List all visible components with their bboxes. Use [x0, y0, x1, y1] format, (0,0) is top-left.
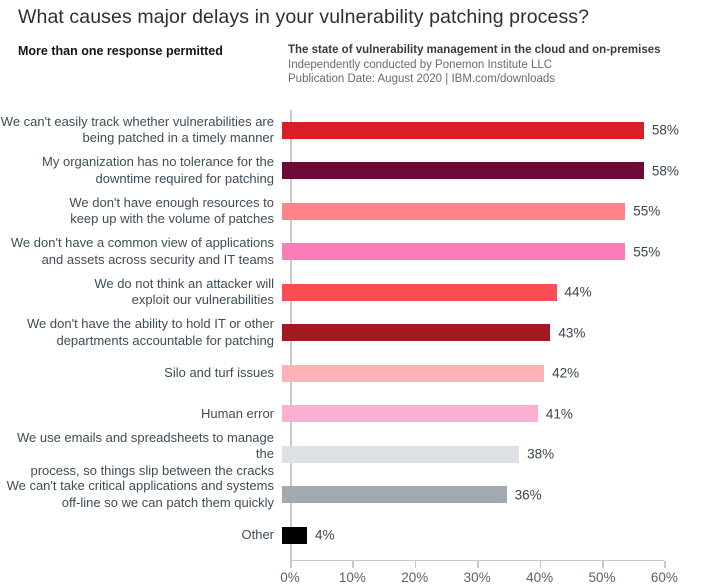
bar-track: 58%	[282, 162, 724, 180]
bar	[282, 486, 507, 504]
category-label: We can't easily track whether vulnerabil…	[0, 113, 274, 146]
bar-row: Silo and turf issues 42%	[0, 353, 724, 394]
bar-row: We don't have a common view of applicati…	[0, 232, 724, 273]
page-title: What causes major delays in your vulnera…	[18, 6, 590, 28]
bar	[282, 202, 626, 220]
bar-row: My organization has no tolerance for the…	[0, 151, 724, 192]
bar-track: 42%	[282, 364, 724, 382]
axis-tick	[602, 560, 604, 568]
category-label: Human error	[201, 405, 274, 421]
tick-label: 50%	[588, 569, 616, 585]
bar-track: 38%	[282, 445, 724, 463]
axis-tick	[664, 560, 666, 568]
tick-label: 30%	[463, 569, 491, 585]
category-label: We don't have the ability to hold IT or …	[27, 316, 274, 348]
attribution-title: The state of vulnerability management in…	[288, 44, 661, 56]
axis-tick	[477, 560, 479, 568]
source-attribution: The state of vulnerability management in…	[288, 43, 718, 87]
axis-line	[290, 559, 665, 561]
bar-track: 4%	[282, 526, 724, 544]
attribution-date: Publication Date: August 2020 | IBM.com/…	[288, 73, 556, 85]
category-label: Silo and turf issues	[164, 365, 274, 380]
value-label: 58%	[651, 163, 679, 179]
bar-track: 43%	[282, 324, 724, 342]
bar	[282, 445, 520, 463]
bar-row: We don't have the ability to hold IT or …	[0, 313, 724, 354]
value-label: 43%	[558, 325, 586, 341]
value-label: 38%	[527, 446, 555, 462]
category-label: Other	[241, 527, 274, 542]
value-label: 44%	[564, 284, 592, 300]
value-label: 42%	[552, 365, 580, 381]
bar-row: We can't take critical applications and …	[0, 475, 724, 516]
axis-tick	[414, 560, 417, 568]
category-label: We don't have enough resources to keep u…	[69, 194, 274, 227]
bar	[282, 121, 644, 139]
bar-row: We use emails and spreadsheets to manage…	[0, 430, 724, 478]
bar-track: 36%	[282, 486, 724, 504]
bar	[282, 162, 644, 180]
bar-track: 44%	[282, 283, 724, 301]
category-label: We do not think an attacker will exploit…	[94, 275, 274, 308]
bar-row: We do not think an attacker will exploit…	[0, 272, 724, 313]
value-label: 58%	[651, 122, 679, 138]
category-label: We can't take critical applications and …	[6, 478, 274, 510]
bar-track: 55%	[282, 243, 724, 261]
value-label: 55%	[633, 244, 661, 260]
bar	[282, 324, 551, 342]
tick-label: 40%	[526, 569, 554, 585]
bar-row: Other 4%	[0, 515, 724, 556]
axis-tick	[290, 560, 292, 568]
bar-track: 58%	[282, 121, 724, 139]
category-label: My organization has no tolerance for the…	[42, 154, 274, 186]
value-label: 41%	[545, 406, 573, 422]
response-note: More than one response permitted	[18, 44, 223, 58]
bar	[282, 526, 307, 544]
bar-row: We can't easily track whether vulnerabil…	[0, 110, 724, 151]
category-label: We use emails and spreadsheets to manage…	[16, 429, 274, 478]
bar-row: We don't have enough resources to keep u…	[0, 191, 724, 232]
tick-label: 0%	[280, 569, 300, 585]
bar	[282, 283, 557, 301]
attribution-conductor: Independently conducted by Ponemon Insti…	[288, 58, 553, 71]
value-label: 4%	[314, 527, 335, 543]
bar-track: 55%	[282, 202, 724, 220]
bar	[282, 364, 545, 382]
axis-tick	[352, 560, 354, 568]
bar	[282, 405, 538, 423]
tick-label: 10%	[338, 569, 366, 585]
bar-track: 41%	[282, 405, 724, 423]
value-label: 36%	[514, 487, 542, 503]
bar-row: Human error 41%	[0, 394, 724, 435]
tick-label: 20%	[401, 569, 429, 585]
bar	[282, 243, 626, 261]
axis-tick	[539, 560, 542, 568]
tick-label: 60%	[650, 569, 678, 585]
category-label: We don't have a common view of applicati…	[10, 235, 274, 267]
bar-chart: We can't easily track whether vulnerabil…	[0, 110, 724, 556]
value-label: 55%	[633, 203, 661, 219]
